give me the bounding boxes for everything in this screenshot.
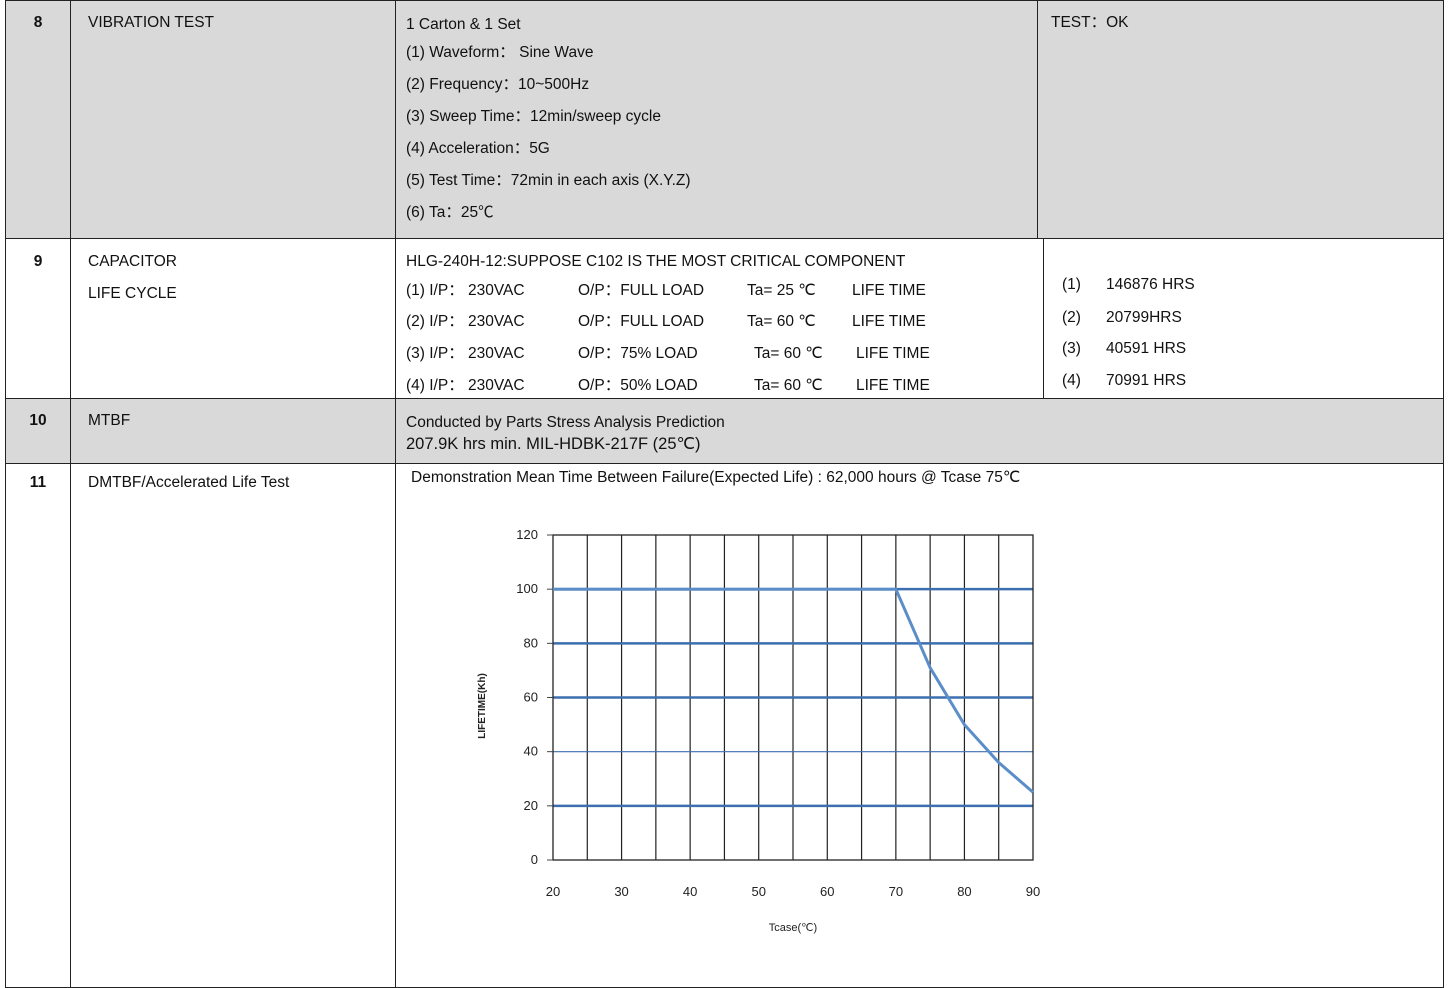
item-cell: CAPACITOR LIFE CYCLE <box>70 238 395 398</box>
y-tick-label: 120 <box>516 527 538 542</box>
x-tick-label: 90 <box>1026 884 1040 899</box>
table-border <box>5 398 1444 399</box>
vibration-line: (5) Test Time：72min in each axis (X.Y.Z) <box>406 172 691 189</box>
y-tick-label: 80 <box>524 635 538 650</box>
mtbf-method: Conducted by Parts Stress Analysis Predi… <box>406 414 725 431</box>
vibration-line: (4) Acceleration：5G <box>406 140 550 157</box>
item-label: CAPACITOR <box>88 253 177 270</box>
condition-ta: Ta= 60 ℃ <box>754 377 823 394</box>
description-cell: Demonstration Mean Time Between Failure(… <box>395 463 1444 988</box>
y-tick-label: 100 <box>516 581 538 596</box>
vibration-line: (2) Frequency：10~500Hz <box>406 76 590 93</box>
table-border <box>5 463 1444 464</box>
row-number-cell: 8 <box>5 0 70 238</box>
item-label: LIFE CYCLE <box>88 285 177 302</box>
row-mtbf: 10 MTBF Conducted by Parts Stress Analys… <box>5 398 1444 463</box>
table-border <box>5 238 1444 239</box>
condition-input: (1) I/P： 230VAC <box>406 282 525 299</box>
condition-output: O/P：FULL LOAD <box>578 282 705 299</box>
row-number: 8 <box>33 14 43 31</box>
vibration-line: (1) Waveform： Sine Wave <box>406 44 594 61</box>
result-cell: (1) 146876 HRS (2) 20799HRS (3) 40591 HR… <box>1043 238 1444 398</box>
row-number-cell: 9 <box>5 238 70 398</box>
result-value: 146876 HRS <box>1106 276 1195 293</box>
description-cell: Conducted by Parts Stress Analysis Predi… <box>395 398 1444 463</box>
description-cell: 1 Carton & 1 Set (1) Waveform： Sine Wave… <box>395 0 1037 238</box>
x-tick-label: 70 <box>889 884 903 899</box>
y-axis-label: LIFETIME(Kh) <box>477 673 488 739</box>
lifetime-series-line <box>553 587 1034 794</box>
row-dmtbf: 11 DMTBF/Accelerated Life Test Demonstra… <box>5 463 1444 988</box>
row-number: 9 <box>33 253 43 270</box>
dmtbf-description: Demonstration Mean Time Between Failure(… <box>411 469 1021 486</box>
item-cell: VIBRATION TEST <box>70 0 395 238</box>
result-value: 40591 HRS <box>1106 340 1187 357</box>
row-number: 10 <box>29 412 47 429</box>
item-label: DMTBF/Accelerated Life Test <box>88 474 290 491</box>
condition-output: O/P：FULL LOAD <box>578 313 705 330</box>
table-border <box>5 0 1444 1</box>
x-tick-label: 80 <box>957 884 971 899</box>
result-value: 20799HRS <box>1106 309 1182 326</box>
condition-input: (4) I/P： 230VAC <box>406 377 525 394</box>
vibration-line: (3) Sweep Time：12min/sweep cycle <box>406 108 661 125</box>
y-tick-label: 0 <box>531 852 538 867</box>
x-tick-label: 60 <box>820 884 834 899</box>
result-index: (3) <box>1062 340 1081 357</box>
mtbf-value: 207.9K hrs min. MIL-HDBK-217F (25℃) <box>406 435 701 453</box>
description-cell: HLG-240H-12:SUPPOSE C102 IS THE MOST CRI… <box>395 238 1043 398</box>
result-index: (1) <box>1062 276 1081 293</box>
x-tick-label: 30 <box>614 884 628 899</box>
capacitor-header: HLG-240H-12:SUPPOSE C102 IS THE MOST CRI… <box>406 253 906 270</box>
x-tick-label: 20 <box>546 884 560 899</box>
result-index: (2) <box>1062 309 1081 326</box>
condition-input: (2) I/P： 230VAC <box>406 313 525 330</box>
item-cell: MTBF <box>70 398 395 463</box>
result-value: 70991 HRS <box>1106 372 1187 389</box>
condition-input: (3) I/P： 230VAC <box>406 345 525 362</box>
result-cell: TEST：OK <box>1037 0 1444 238</box>
vibration-line: (6) Ta：25℃ <box>406 204 494 221</box>
result-text: TEST：OK <box>1051 14 1129 31</box>
condition-lifetime: LIFE TIME <box>852 313 926 330</box>
y-tick-label: 60 <box>524 690 538 705</box>
x-axis-label: Tcase(℃) <box>769 922 817 934</box>
row-number: 11 <box>29 474 47 491</box>
y-tick-label: 40 <box>524 744 538 759</box>
x-tick-label: 50 <box>751 884 765 899</box>
condition-lifetime: LIFE TIME <box>856 345 930 362</box>
condition-output: O/P：50% LOAD <box>578 377 698 394</box>
condition-ta: Ta= 60 ℃ <box>754 345 823 362</box>
condition-lifetime: LIFE TIME <box>856 377 930 394</box>
vibration-line: 1 Carton & 1 Set <box>406 16 521 33</box>
row-number-cell: 11 <box>5 463 70 988</box>
condition-output: O/P：75% LOAD <box>578 345 698 362</box>
result-index: (4) <box>1062 372 1081 389</box>
y-tick-label: 20 <box>524 798 538 813</box>
condition-lifetime: LIFE TIME <box>852 282 926 299</box>
item-label: VIBRATION TEST <box>88 14 215 31</box>
row-number-cell: 10 <box>5 398 70 463</box>
item-label: MTBF <box>88 412 131 429</box>
row-vibration-test: 8 VIBRATION TEST 1 Carton & 1 Set (1) Wa… <box>5 0 1444 238</box>
condition-ta: Ta= 60 ℃ <box>747 313 816 330</box>
condition-ta: Ta= 25 ℃ <box>747 282 816 299</box>
item-cell: DMTBF/Accelerated Life Test <box>70 463 395 988</box>
row-capacitor-life-cycle: 9 CAPACITOR LIFE CYCLE HLG-240H-12:SUPPO… <box>5 238 1444 398</box>
x-tick-label: 40 <box>683 884 697 899</box>
